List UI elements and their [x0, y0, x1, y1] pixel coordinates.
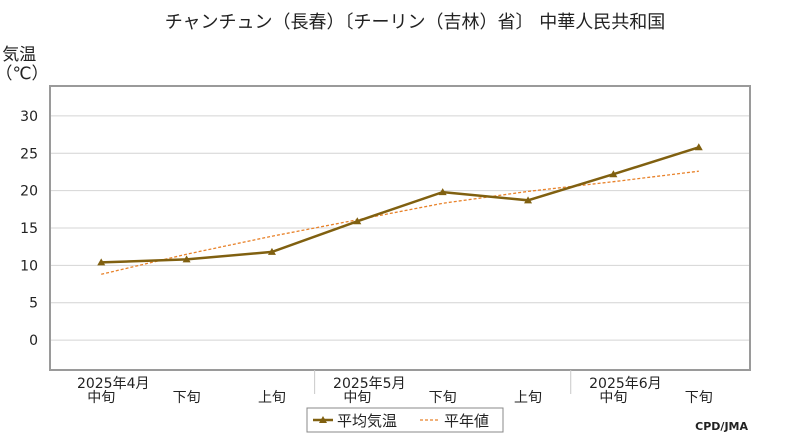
x-tick-label: 中旬: [87, 390, 115, 406]
data-point-marker: [97, 258, 106, 266]
source-credit: CPD/JMA: [695, 420, 748, 433]
data-point-marker: [609, 170, 618, 178]
x-tick-label: 下旬: [173, 390, 201, 406]
y-tick-label: 25: [20, 146, 38, 162]
y-tick-label: 20: [20, 184, 38, 200]
data-point-marker: [524, 196, 533, 204]
legend-label-normal: 平年値: [444, 412, 489, 430]
month-label: 2025年4月: [77, 376, 150, 392]
month-label: 2025年6月: [589, 376, 662, 392]
chart-title: チャンチュン（長春）〔チーリン（吉林）省〕 中華人民共和国: [165, 12, 666, 33]
grid: [50, 115, 750, 341]
data-point-marker: [438, 188, 447, 196]
data-point-marker: [353, 217, 362, 225]
y-tick-labels: 0 5 10 15 20 25 30: [20, 109, 38, 349]
x-tick-label: 上旬: [514, 390, 542, 406]
y-tick-label: 15: [20, 221, 38, 237]
data-point-marker: [267, 247, 276, 255]
legend-box: [306, 407, 504, 433]
legend-label-average: 平均気温: [337, 412, 397, 430]
x-tick-label: 下旬: [685, 390, 713, 406]
x-tick-label: 中旬: [343, 390, 371, 406]
x-tick-label: 上旬: [258, 390, 286, 406]
plot-area: [49, 85, 751, 371]
data-point-marker: [182, 255, 191, 263]
series-normal-line: [101, 170, 699, 275]
x-tick-label: 下旬: [429, 390, 457, 406]
y-axis-label-line2: （℃）: [0, 64, 49, 84]
x-tick-label: 中旬: [599, 390, 627, 406]
legend: 平均気温 平年値: [306, 407, 504, 433]
legend-marker-average: [319, 416, 327, 423]
y-axis-label-line1: 気温: [2, 45, 36, 65]
series-layer: [97, 143, 703, 275]
y-tick-label: 10: [20, 258, 38, 274]
series-average-line: [101, 146, 700, 264]
y-axis-label: 気温 （℃）: [0, 45, 49, 84]
x-axis: 中旬 下旬 上旬 中旬 下旬 上旬 中旬 下旬 2025年4月 2025年5月 2025年6月: [77, 370, 713, 406]
data-point-marker: [694, 143, 703, 151]
y-tick-label: 30: [20, 109, 38, 125]
y-tick-label: 0: [29, 333, 38, 349]
month-label: 2025年5月: [333, 376, 406, 392]
y-tick-label: 5: [29, 296, 38, 312]
